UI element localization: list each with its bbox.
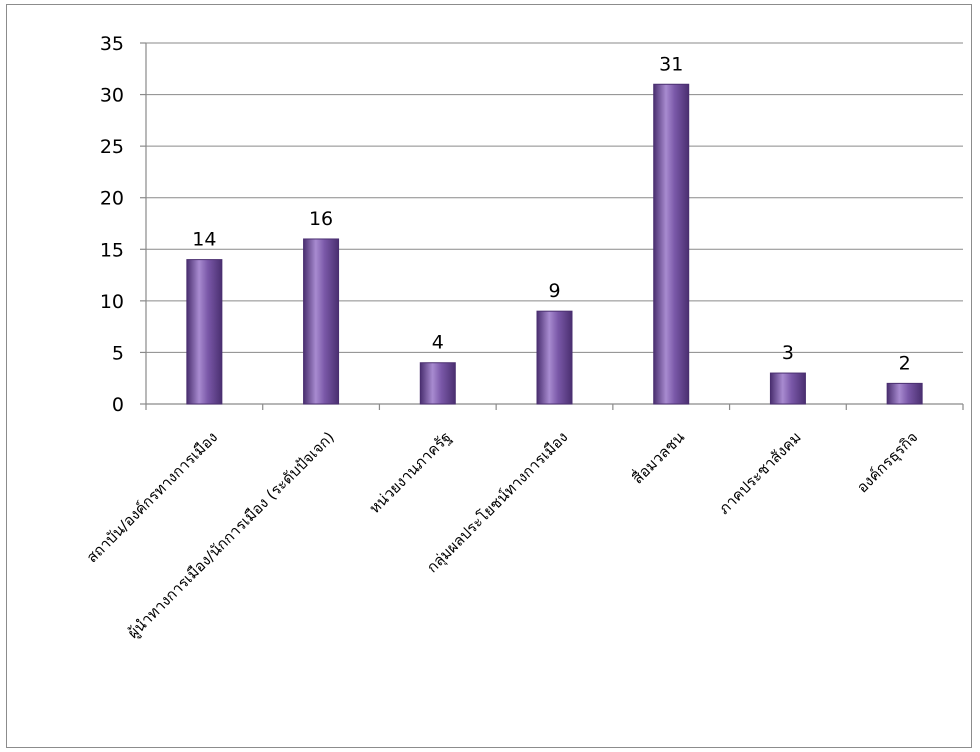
chart-frame xyxy=(6,4,972,748)
y-tick-label: 0 xyxy=(112,394,124,416)
data-label: 14 xyxy=(192,229,216,251)
y-tick-label: 15 xyxy=(100,239,124,261)
bar xyxy=(886,382,923,405)
bar xyxy=(536,310,573,405)
bar xyxy=(769,372,806,405)
y-tick-label: 30 xyxy=(100,85,124,107)
category-label: สื่อมวลชน xyxy=(627,427,688,488)
data-label: 9 xyxy=(548,280,560,302)
y-tick-label: 35 xyxy=(100,33,124,55)
data-label: 16 xyxy=(309,208,333,230)
bars xyxy=(186,83,923,405)
y-tick-label: 25 xyxy=(100,136,124,158)
data-label: 3 xyxy=(782,342,794,364)
bar xyxy=(303,238,340,405)
gridlines xyxy=(146,42,963,353)
bar xyxy=(419,362,456,405)
data-label: 2 xyxy=(899,352,911,374)
category-label: สถาบัน/องค์กรทางการเมือง xyxy=(83,428,221,566)
data-label: 4 xyxy=(432,332,444,354)
category-label: ภาคประชาสังคม xyxy=(715,428,805,518)
bar xyxy=(653,83,690,405)
category-label: ผู้นำทางการเมือง/นักการเมือง (ระดับปัจเจ… xyxy=(124,428,338,642)
data-label: 31 xyxy=(659,53,683,75)
y-tick-label: 5 xyxy=(112,342,124,364)
category-label: กลุ่มผลประโยชน์ทางการเมือง xyxy=(423,428,572,577)
y-tick-label: 10 xyxy=(100,291,124,313)
bar xyxy=(186,259,223,405)
y-tick-label: 20 xyxy=(100,188,124,210)
category-label: หน่วยงานภาครัฐ xyxy=(365,428,454,517)
category-label: องค์กรธุรกิจ xyxy=(853,428,922,497)
